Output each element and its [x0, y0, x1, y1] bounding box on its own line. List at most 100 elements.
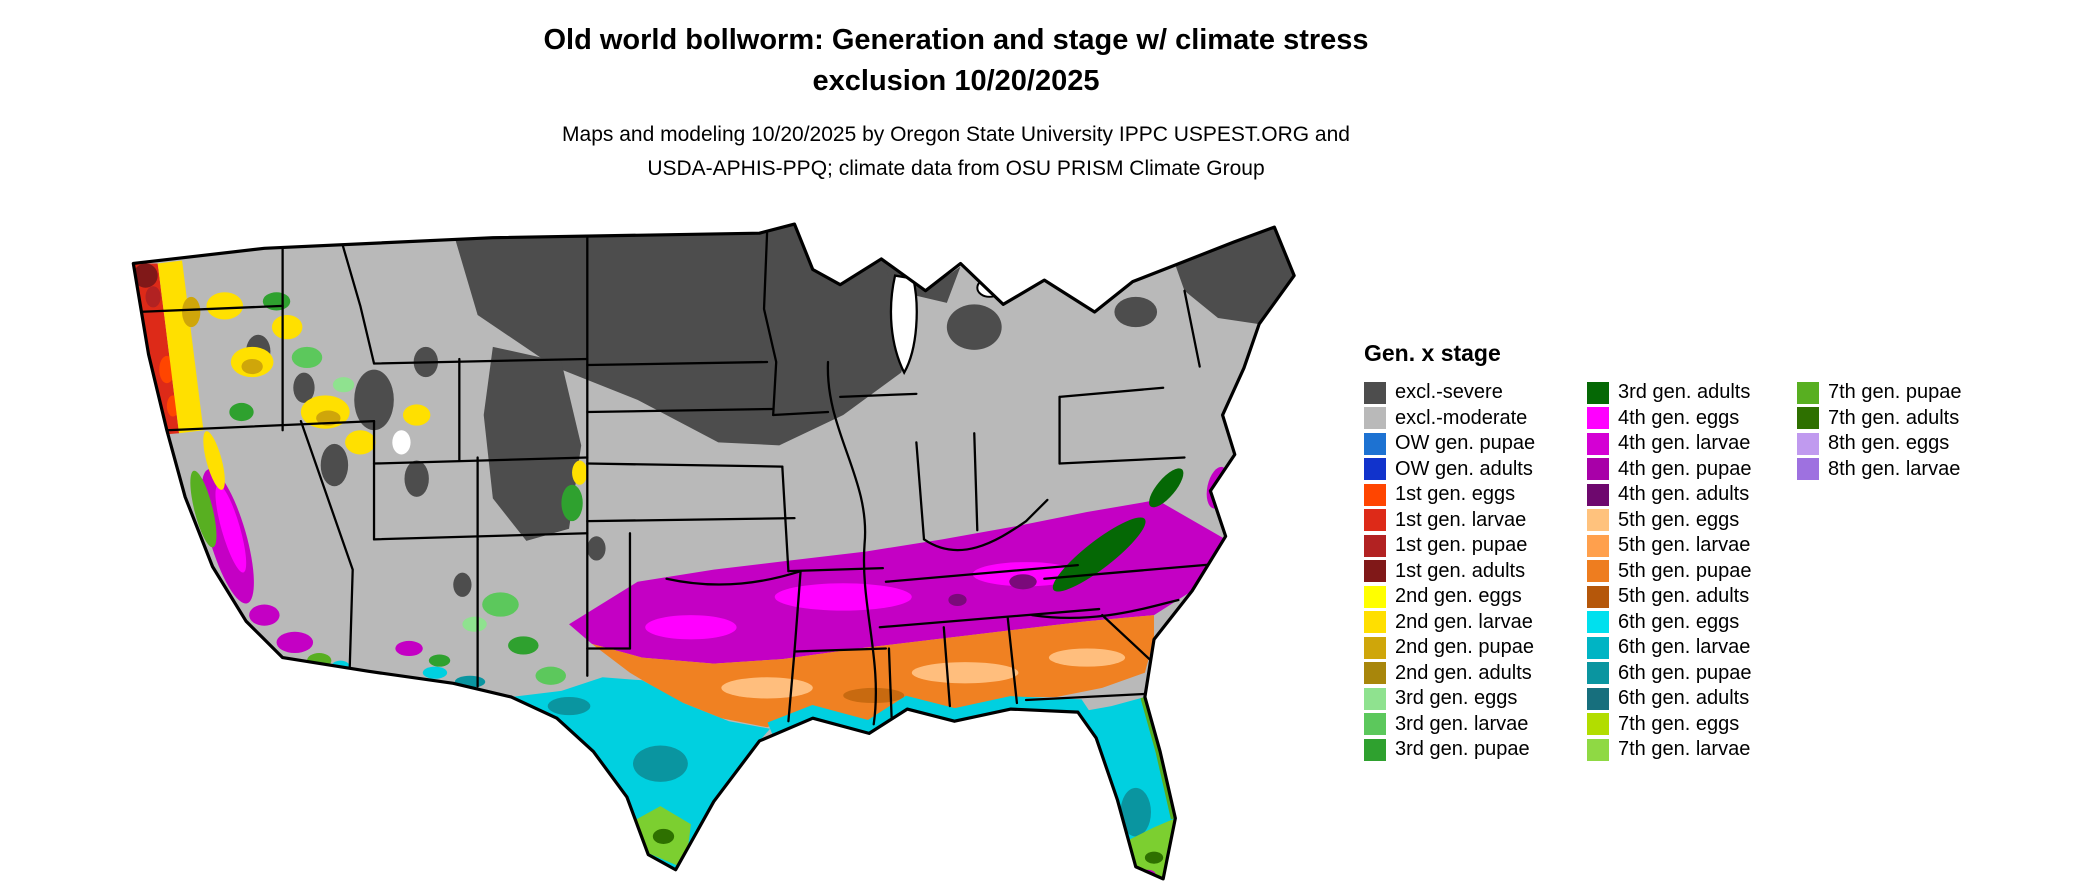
legend-swatch [1364, 738, 1386, 761]
legend-item: 6th gen. eggs [1587, 610, 1797, 636]
map-band-gen5 [591, 615, 1155, 728]
legend-label: 7th gen. adults [1828, 406, 1960, 429]
page-title-line1: Old world bollworm: Generation and stage… [543, 24, 1369, 56]
legend-swatch [1364, 636, 1386, 659]
legend-item: 5th gen. adults [1587, 584, 1797, 610]
legend-column-3: 7th gen. pupae 7th gen. adults 8th gen. … [1797, 380, 1961, 763]
legend-swatch [1364, 585, 1386, 608]
map-band-gen7 [633, 695, 1180, 879]
legend-label: 2nd gen. adults [1395, 661, 1532, 684]
legend-item: 8th gen. eggs [1797, 431, 1961, 457]
legend-label: 4th gen. adults [1618, 483, 1750, 506]
legend-item: 6th gen. larvae [1587, 635, 1797, 661]
credits-block: Maps and modeling 10/20/2025 by Oregon S… [156, 118, 1756, 186]
legend-swatch [1587, 407, 1609, 430]
legend-label: excl.-severe [1395, 381, 1503, 404]
legend-column-2: 3rd gen. adults 4th gen. eggs 4th gen. l… [1587, 380, 1797, 763]
legend-label: OW gen. adults [1395, 457, 1533, 480]
legend-swatch [1797, 432, 1819, 455]
legend-item: excl.-severe [1364, 380, 1587, 406]
legend-swatch [1364, 534, 1386, 557]
legend-label: 7th gen. pupae [1828, 381, 1962, 404]
legend-item: 1st gen. larvae [1364, 508, 1587, 534]
legend-item: 5th gen. larvae [1587, 533, 1797, 559]
legend-label: 4th gen. eggs [1618, 406, 1740, 429]
legend-label: 2nd gen. pupae [1395, 636, 1535, 659]
legend-label: 3rd gen. larvae [1395, 712, 1529, 735]
legend-item: 7th gen. pupae [1797, 380, 1961, 406]
legend-item: 7th gen. larvae [1587, 737, 1797, 763]
legend-item: OW gen. pupae [1364, 431, 1587, 457]
legend-label: 3rd gen. eggs [1395, 687, 1518, 710]
legend-swatch [1364, 381, 1386, 404]
legend-label: excl.-moderate [1395, 406, 1528, 429]
page-title-line2: exclusion 10/20/2025 [812, 65, 1100, 97]
legend-swatch [1797, 458, 1819, 481]
legend-column-1: excl.-severe excl.-moderate OW gen. pupa… [1364, 380, 1587, 763]
legend-item: excl.-moderate [1364, 406, 1587, 432]
legend-swatch [1587, 738, 1609, 761]
legend-title: Gen. x stage [1364, 340, 1501, 366]
legend-item: 3rd gen. larvae [1364, 712, 1587, 738]
legend-label: 1st gen. larvae [1395, 508, 1527, 531]
legend-swatch [1587, 636, 1609, 659]
legend-label: 4th gen. pupae [1618, 457, 1752, 480]
legend-item: 4th gen. larvae [1587, 431, 1797, 457]
legend: Gen. x stage excl.-severe excl.-moderate… [1364, 340, 1961, 763]
legend-item: 5th gen. eggs [1587, 508, 1797, 534]
legend-swatch [1364, 687, 1386, 710]
legend-swatch [1587, 534, 1609, 557]
legend-label: OW gen. pupae [1395, 432, 1536, 455]
map-region-appalachian-green [1052, 468, 1184, 592]
map-region-excl-severe [246, 224, 1295, 597]
legend-label: 5th gen. eggs [1618, 508, 1740, 531]
legend-item: 1st gen. adults [1364, 559, 1587, 585]
legend-swatch [1364, 560, 1386, 583]
legend-label: 1st gen. eggs [1395, 483, 1516, 506]
legend-label: 8th gen. eggs [1828, 432, 1950, 455]
legend-swatch [1364, 432, 1386, 455]
legend-item: 7th gen. adults [1797, 406, 1961, 432]
legend-swatch [1587, 432, 1609, 455]
map-header: Old world bollworm: Generation and stage… [156, 20, 1756, 186]
legend-swatch [1364, 509, 1386, 532]
legend-label: 1st gen. adults [1395, 559, 1526, 582]
legend-item: 3rd gen. adults [1587, 380, 1797, 406]
legend-item: OW gen. adults [1364, 457, 1587, 483]
legend-label: 6th gen. adults [1618, 687, 1750, 710]
legend-item: 5th gen. pupae [1587, 559, 1797, 585]
legend-swatch [1587, 611, 1609, 634]
legend-item: 1st gen. eggs [1364, 482, 1587, 508]
legend-label: 2nd gen. eggs [1395, 585, 1522, 608]
legend-label: 3rd gen. pupae [1395, 738, 1530, 761]
legend-item: 4th gen. pupae [1587, 457, 1797, 483]
legend-item: 4th gen. adults [1587, 482, 1797, 508]
legend-swatch [1587, 713, 1609, 736]
us-map-svg [131, 222, 1296, 881]
legend-item: 8th gen. larvae [1797, 457, 1961, 483]
legend-swatch [1587, 662, 1609, 685]
legend-item: 2nd gen. adults [1364, 661, 1587, 687]
legend-label: 5th gen. larvae [1618, 534, 1751, 557]
map-outline [131, 222, 1296, 881]
legend-label: 8th gen. larvae [1828, 457, 1961, 480]
legend-swatch [1587, 458, 1609, 481]
legend-label: 7th gen. eggs [1618, 712, 1740, 735]
map-state-borders [135, 232, 1223, 729]
legend-swatch [1587, 509, 1609, 532]
legend-label: 4th gen. larvae [1618, 432, 1751, 455]
legend-label: 6th gen. pupae [1618, 661, 1752, 684]
legend-item: 6th gen. pupae [1587, 661, 1797, 687]
legend-item: 7th gen. eggs [1587, 712, 1797, 738]
legend-item: 2nd gen. pupae [1364, 635, 1587, 661]
map-west-coast-details [133, 260, 588, 685]
legend-label: 5th gen. pupae [1618, 559, 1752, 582]
legend-item: 4th gen. eggs [1587, 406, 1797, 432]
legend-swatch [1364, 483, 1386, 506]
legend-swatch [1364, 407, 1386, 430]
legend-swatch [1364, 662, 1386, 685]
legend-item: 3rd gen. eggs [1364, 686, 1587, 712]
legend-label: 5th gen. adults [1618, 585, 1750, 608]
legend-swatch [1364, 458, 1386, 481]
legend-label: 6th gen. eggs [1618, 610, 1740, 633]
